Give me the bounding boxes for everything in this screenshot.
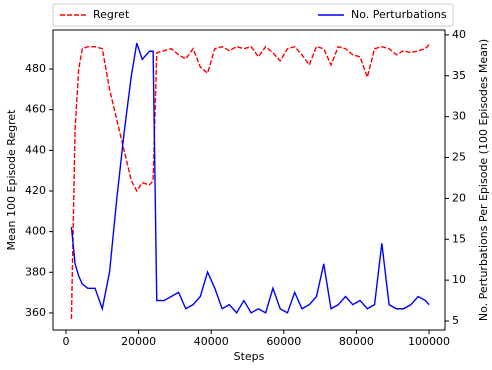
y-tick-label: 420: [25, 184, 46, 197]
y-axis-label: Mean 100 Episode Regret: [5, 109, 18, 251]
y2-tick-label: 25: [452, 151, 466, 164]
legend-label: No. Perturbations: [351, 8, 447, 21]
x-tick-label: 60000: [266, 335, 301, 348]
y2-tick-label: 35: [452, 69, 466, 82]
x-tick-label: 80000: [339, 335, 374, 348]
series-line: [70, 42, 430, 315]
legend-box: [52, 3, 454, 27]
y-tick-label: 440: [25, 143, 46, 156]
y2-tick-label: 20: [452, 191, 466, 204]
y2-tick-label: 40: [452, 28, 466, 41]
y-tick-label: 460: [25, 103, 46, 116]
legend-label: Regret: [93, 8, 130, 21]
y-tick-label: 400: [25, 225, 46, 238]
x-tick-label: 40000: [194, 335, 229, 348]
y2-tick-label: 15: [452, 232, 466, 245]
x-tick-label: 20000: [121, 335, 156, 348]
y2-axis-label: No. Perturbations Per Episode (100 Episo…: [477, 39, 490, 321]
y-tick-label: 360: [25, 306, 46, 319]
x-axis-label: Steps: [234, 350, 265, 363]
x-tick-label: 100000: [408, 335, 450, 348]
y2-tick-label: 5: [452, 314, 459, 327]
y-tick-label: 380: [25, 265, 46, 278]
plot-frame: [52, 29, 446, 331]
y-tick-label: 480: [25, 62, 46, 75]
y2-tick-label: 10: [452, 273, 466, 286]
series-line: [70, 44, 430, 320]
y2-tick-label: 30: [452, 110, 466, 123]
x-tick-label: 0: [62, 335, 69, 348]
